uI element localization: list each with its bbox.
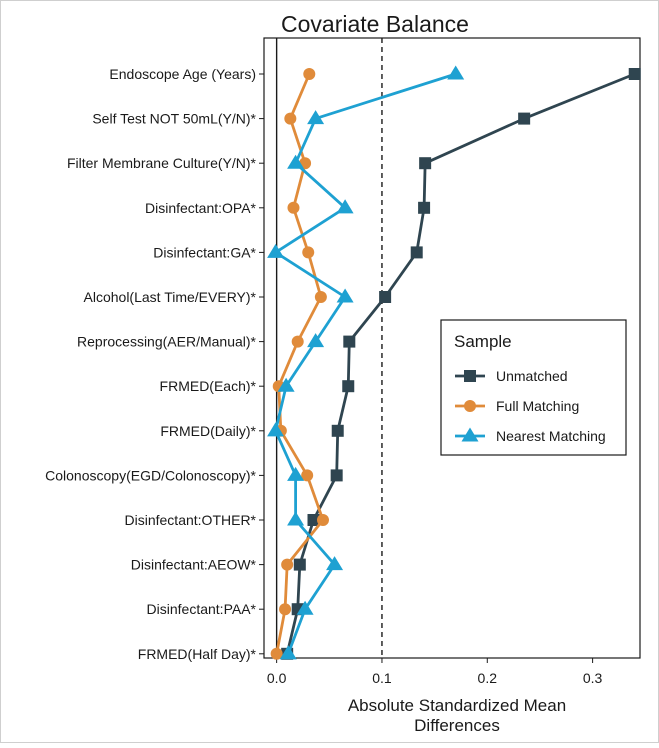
x-tick-label: 0.0 xyxy=(267,670,287,686)
data-point-unmatched xyxy=(331,424,344,437)
data-point-nearest-matching xyxy=(287,154,305,169)
data-point-unmatched xyxy=(418,201,431,214)
y-tick-label: FRMED(Each)* xyxy=(160,378,257,394)
y-tick-label: Colonoscopy(EGD/Colonoscopy)* xyxy=(45,467,256,483)
data-point-unmatched xyxy=(419,157,432,170)
data-point-nearest-matching xyxy=(447,65,465,80)
data-point-unmatched xyxy=(330,469,343,482)
data-point-nearest-matching xyxy=(287,466,305,481)
data-point-full-matching xyxy=(270,647,283,660)
legend-item-full-matching: Full Matching xyxy=(455,398,579,414)
series-unmatched xyxy=(281,68,641,660)
data-point-full-matching xyxy=(287,201,300,214)
data-point-nearest-matching xyxy=(287,511,305,526)
data-point-full-matching xyxy=(302,246,315,259)
data-point-full-matching xyxy=(316,514,329,526)
y-axis: Endoscope Age (Years) Self Test NOT 50mL(… xyxy=(45,66,264,662)
data-point-nearest-matching xyxy=(296,600,314,615)
data-point-unmatched xyxy=(342,380,355,393)
x-tick-label: 0.2 xyxy=(478,670,498,686)
data-point-unmatched xyxy=(379,291,392,303)
chart-title: Covariate Balance xyxy=(281,11,469,37)
data-point-full-matching xyxy=(281,558,294,571)
y-tick-label: Alcohol(Last Time/EVERY)* xyxy=(84,289,257,305)
y-tick-label: Reprocessing(AER/Manual)* xyxy=(77,334,257,350)
data-point-full-matching xyxy=(301,469,314,482)
series-line-unmatched xyxy=(285,72,636,655)
legend-swatch-marker xyxy=(461,427,479,442)
y-tick-label: Disinfectant:OTHER* xyxy=(125,512,257,528)
data-point-full-matching xyxy=(279,603,292,616)
data-point-nearest-matching xyxy=(267,243,285,258)
x-axis-label-line-2: Differences xyxy=(414,716,500,735)
legend-item-unmatched: Unmatched xyxy=(455,368,568,384)
legend-label: Full Matching xyxy=(496,398,579,414)
data-point-unmatched xyxy=(628,68,641,80)
y-tick-label: FRMED(Half Day)* xyxy=(138,646,257,662)
y-tick-label: Endoscope Age (Years) xyxy=(109,66,256,82)
data-point-nearest-matching xyxy=(307,333,325,348)
data-point-nearest-matching xyxy=(279,645,297,660)
data-point-full-matching xyxy=(314,291,327,303)
data-point-nearest-matching xyxy=(277,377,295,392)
legend-swatch-marker xyxy=(464,370,476,382)
legend-item-nearest-matching: Nearest Matching xyxy=(455,427,606,444)
data-point-nearest-matching xyxy=(307,110,325,125)
data-point-unmatched xyxy=(410,246,423,259)
y-tick-label: FRMED(Daily)* xyxy=(160,423,256,439)
x-axis: 0.0 0.1 0.2 0.3 xyxy=(267,658,603,686)
series-layer xyxy=(267,65,641,660)
data-point-nearest-matching xyxy=(267,422,285,437)
data-point-unmatched xyxy=(343,335,356,348)
data-point-nearest-matching xyxy=(336,288,354,303)
y-tick-label: Self Test NOT 50mL(Y/N)* xyxy=(92,111,256,127)
legend-label: Nearest Matching xyxy=(496,428,606,444)
legend: Sample Unmatched Full Matching Nearest Matc… xyxy=(440,319,627,456)
data-point-full-matching xyxy=(303,68,316,80)
x-tick-label: 0.1 xyxy=(372,670,392,686)
x-axis-label-line-1: Absolute Standardized Mean xyxy=(348,696,566,715)
y-tick-label: Disinfectant:OPA* xyxy=(145,200,257,216)
y-tick-label: Filter Membrane Culture(Y/N)* xyxy=(67,155,257,171)
legend-label: Unmatched xyxy=(496,368,568,384)
x-tick-label: 0.3 xyxy=(583,670,603,686)
y-tick-label: Disinfectant:AEOW* xyxy=(131,557,257,573)
data-point-unmatched xyxy=(307,514,320,526)
data-point-nearest-matching xyxy=(336,199,354,214)
y-tick-label: Disinfectant:PAA* xyxy=(147,601,257,617)
series-line-nearest-matching xyxy=(274,72,457,655)
data-point-full-matching xyxy=(291,335,304,348)
data-point-unmatched xyxy=(293,558,306,571)
data-point-full-matching xyxy=(284,112,297,125)
legend-swatch-marker xyxy=(464,400,476,412)
y-tick-label: Disinfectant:GA* xyxy=(153,244,256,260)
reference-lines xyxy=(275,38,383,658)
data-point-nearest-matching xyxy=(326,556,344,571)
plot-panel xyxy=(263,37,641,659)
data-point-unmatched xyxy=(518,112,531,125)
legend-title: Sample xyxy=(454,332,512,351)
series-nearest-matching xyxy=(267,65,465,660)
